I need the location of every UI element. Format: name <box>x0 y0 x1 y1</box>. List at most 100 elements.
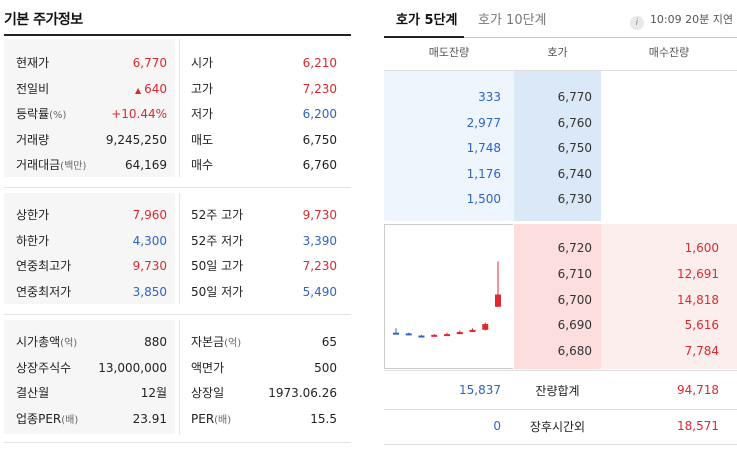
row-label-text: 상한가 <box>16 208 50 222</box>
row-label-unit: (억) <box>224 338 242 349</box>
row-label: 상장주식수 <box>16 356 71 381</box>
info-icon[interactable]: i <box>629 16 644 30</box>
bid-volume: 14,818 <box>677 292 719 307</box>
info-row: 현재가 6,770 시가 6,210 <box>4 51 351 76</box>
bid-volume-header: 매수잔량 <box>648 46 690 59</box>
row-value: 7,230 <box>302 259 337 273</box>
row-label: 상장일 <box>191 381 224 406</box>
row-value: +10.44% <box>111 102 167 127</box>
row-label-unit: (%) <box>49 110 67 121</box>
row-label-text: 고가 <box>191 81 214 96</box>
intraday-candle-chart <box>393 261 501 338</box>
candle-body <box>482 324 489 330</box>
tab-quote-5[interactable]: 호가 5단계 <box>396 13 458 28</box>
bid-price[interactable]: 6,720 <box>557 241 592 255</box>
label-bg <box>4 193 175 304</box>
label-bg <box>4 39 175 177</box>
row-label-text: 저가 <box>191 107 214 121</box>
ask-volume: 333 <box>478 90 501 104</box>
divider <box>4 442 351 443</box>
divider <box>384 409 737 410</box>
title-divider <box>4 34 351 36</box>
active-tab-indicator <box>384 36 464 38</box>
ask-price[interactable]: 6,760 <box>557 115 592 130</box>
ask-volume-header: 매도잔량 <box>428 46 470 59</box>
divider <box>4 314 351 315</box>
price-header: 호가 <box>547 46 568 59</box>
ask-price[interactable]: 6,770 <box>557 90 592 104</box>
row-value: 6,750 <box>302 132 337 147</box>
row-value: ▲ 640 <box>135 77 167 103</box>
ask-price[interactable]: 6,740 <box>557 166 592 181</box>
candle-body <box>431 334 438 337</box>
info-row: 전일비 ▲ 640 고가 7,230 <box>4 77 351 102</box>
row-value-text: 4,300 <box>132 233 167 248</box>
row-label: 52주 저가 <box>191 229 243 254</box>
info-row: 결산월 12월 상장일 1973.06.26 <box>4 381 351 406</box>
divider <box>384 370 737 371</box>
bid-price[interactable]: 6,700 <box>557 292 592 307</box>
row-label: 거래대금(백만) <box>16 153 86 179</box>
divider <box>384 444 737 445</box>
candle-body <box>444 334 450 337</box>
total-bid-volume: 94,718 <box>677 383 719 397</box>
ask-price[interactable]: 6,730 <box>557 192 592 206</box>
row-label: 50일 저가 <box>191 280 243 305</box>
row-label: PER(배) <box>191 407 231 433</box>
row-value: 9,730 <box>302 208 337 222</box>
tab-quote-10[interactable]: 호가 10단계 <box>478 13 547 28</box>
after-hours-bid-volume: 18,571 <box>677 419 719 433</box>
delay-text: 10:09 20분 지연 <box>649 13 733 26</box>
info-row: 연중최고가 9,730 50일 고가 7,230 <box>4 254 351 279</box>
row-label: 거래량 <box>16 128 49 153</box>
row-label: 시가 <box>191 51 213 76</box>
delay-info: i 10:09 20분 지연 <box>629 11 733 30</box>
label-bg <box>4 320 175 434</box>
candle-body <box>418 335 425 338</box>
row-label: 전일비 <box>16 77 49 102</box>
row-value: 1973.06.26 <box>268 386 337 400</box>
row-value: 500 <box>314 360 337 375</box>
info-row: 시가총액(억) 880 자본금(억) 65 <box>4 330 351 355</box>
row-label-text: 결산월 <box>16 386 50 400</box>
divider <box>4 187 351 188</box>
row-label: 연중최저가 <box>16 280 71 305</box>
row-value-text: 7,960 <box>132 208 167 222</box>
column-divider <box>179 39 180 177</box>
info-row: 거래량 9,245,250 매도 6,750 <box>4 128 351 153</box>
row-label: 하한가 <box>16 229 49 254</box>
bid-price-area <box>514 224 601 369</box>
row-label: 시가총액(억) <box>16 330 77 356</box>
info-row: 하한가 4,300 52주 저가 3,390 <box>4 229 351 254</box>
ask-price-area <box>514 71 601 221</box>
bid-price[interactable]: 6,680 <box>557 344 592 359</box>
row-label-text: 시가 <box>191 56 214 70</box>
row-value-text: +10.44% <box>111 107 167 121</box>
row-label: 결산월 <box>16 381 49 406</box>
row-value: 6,760 <box>302 158 337 172</box>
ask-price[interactable]: 6,750 <box>557 141 592 155</box>
row-label-text: 업종PER <box>16 411 62 426</box>
info-row: 상장주식수 13,000,000 액면가 500 <box>4 356 351 381</box>
bid-price[interactable]: 6,710 <box>557 266 592 281</box>
row-value: 3,850 <box>133 280 167 305</box>
row-label: 고가 <box>191 77 213 102</box>
row-value: 9,730 <box>133 254 167 279</box>
after-hours-label: 장후시간외 <box>529 420 586 434</box>
bid-price[interactable]: 6,690 <box>557 318 592 333</box>
row-label-text: 52주 고가 <box>191 208 244 222</box>
row-value: 6,200 <box>302 107 337 121</box>
total-label: 잔량합계 <box>535 384 580 398</box>
info-row: 등락률(%) +10.44% 저가 6,200 <box>4 102 351 127</box>
candle-body <box>456 331 463 335</box>
row-label-text: 자본금 <box>191 335 225 349</box>
row-label-text: 50일 고가 <box>191 259 244 273</box>
orderbook-panel: 호가 5단계 호가 10단계 i 10:09 20분 지연 매도잔량 호가 매수잔… <box>384 0 737 454</box>
candle-body <box>393 332 399 335</box>
row-label-text: 연중최고가 <box>16 259 72 273</box>
bid-volume: 7,784 <box>684 344 719 359</box>
row-value: 880 <box>144 330 167 355</box>
row-label-text: 액면가 <box>191 360 225 375</box>
row-label: 저가 <box>191 102 213 127</box>
row-value: 3,390 <box>302 233 337 248</box>
